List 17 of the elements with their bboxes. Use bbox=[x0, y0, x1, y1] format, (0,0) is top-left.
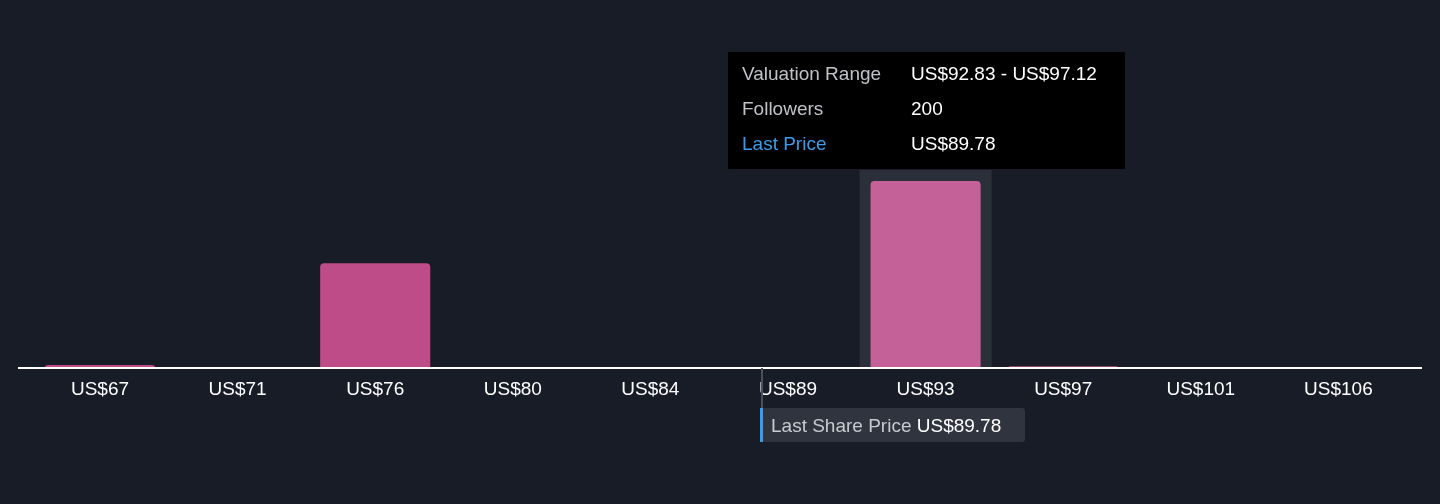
x-tick-label: US$76 bbox=[346, 378, 405, 399]
text: US$92.83 - US$97.12 bbox=[911, 63, 1097, 84]
x-tick-label: US$67 bbox=[70, 378, 130, 399]
x-tick-label: US$71 bbox=[208, 378, 267, 399]
text: Valuation Range bbox=[742, 63, 882, 84]
text: 200 bbox=[911, 98, 943, 119]
x-tick-label: US$84 bbox=[621, 378, 680, 399]
x-tick-label: US$89 bbox=[758, 378, 818, 399]
text: US$89.78 bbox=[911, 133, 996, 154]
x-tick-label: US$97 bbox=[1034, 378, 1093, 399]
x-tick-label: US$101 bbox=[1166, 378, 1236, 399]
x-tick-label: US$106 bbox=[1304, 378, 1373, 399]
text: Last Share Price US$89.78 bbox=[771, 415, 1002, 436]
x-tick-label: US$80 bbox=[483, 378, 542, 399]
text: Followers bbox=[742, 98, 824, 119]
x-tick-label: US$93 bbox=[896, 378, 955, 399]
text: Last Price bbox=[742, 133, 827, 154]
